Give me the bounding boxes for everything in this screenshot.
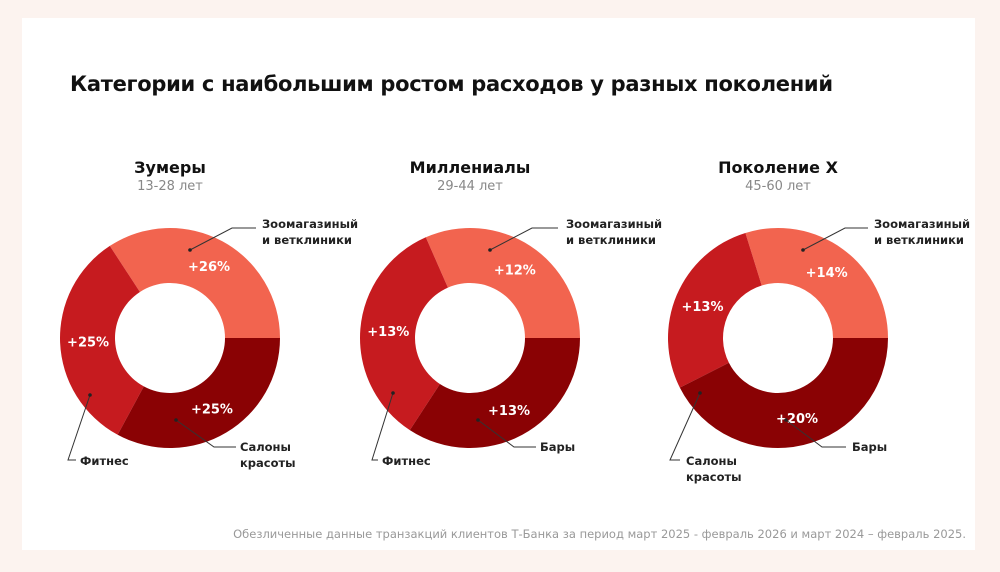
leader-line [785,419,846,448]
leader-dot [801,248,805,252]
data-label: +25% [67,335,109,350]
donut-slice [359,237,448,431]
legend-label: Фитнес [80,454,129,468]
leader-line [371,392,394,461]
chart-subtitle-zoomers: 13-28 лет [137,179,203,194]
donut-slice [59,245,144,435]
legend-label: Зоомагазиный и ветклиники [874,217,971,247]
data-label: +13% [488,404,530,419]
leader-line [477,419,536,448]
chart-subtitle-genx: 45-60 лет [745,179,811,194]
legend-label: Зоомагазиный и ветклиники [262,217,359,247]
legend-label: Бары [852,440,888,454]
data-label: +26% [188,260,230,275]
leader-dot [174,418,178,422]
leader-line [489,227,558,251]
leader-line [175,419,236,448]
data-label: +25% [191,402,233,417]
leader-dot [188,248,192,252]
leader-dot [88,393,92,397]
donut-slice [425,228,580,338]
leader-line [802,227,868,251]
chart-title-genx: Поколение X [718,158,838,177]
chart-title-millennials: Миллениалы [409,158,531,177]
footnote: Обезличенные данные транзакций клиентов … [233,527,966,541]
leader-dot [488,248,492,252]
leader-line [67,394,91,461]
donut-slice [668,232,762,388]
leader-dot [476,418,480,422]
leader-dot [391,391,395,395]
donut-slice [109,227,281,338]
legend-label: Бары [540,440,576,454]
data-label: +12% [494,263,536,278]
legend-label: Салоны красоты [240,440,296,470]
donut-slice [745,227,888,338]
leader-dot [698,391,702,395]
donut-slice [679,338,888,448]
donut-slice [117,338,281,449]
leader-line [669,392,701,461]
data-label: +13% [681,300,723,315]
donut-slice [409,338,580,449]
data-label: +14% [806,266,848,281]
page-title: Категории с наибольшим ростом расходов у… [70,72,833,96]
legend-label: Фитнес [382,454,431,468]
leader-line [189,227,256,251]
data-label: +13% [367,325,409,340]
chart-subtitle-millennials: 29-44 лет [437,179,503,194]
legend-label: Салоны красоты [686,454,742,484]
chart-title-zoomers: Зумеры [134,158,206,177]
data-label: +20% [776,412,818,427]
leader-dot [784,418,788,422]
legend-label: Зоомагазиный и ветклиники [566,217,663,247]
